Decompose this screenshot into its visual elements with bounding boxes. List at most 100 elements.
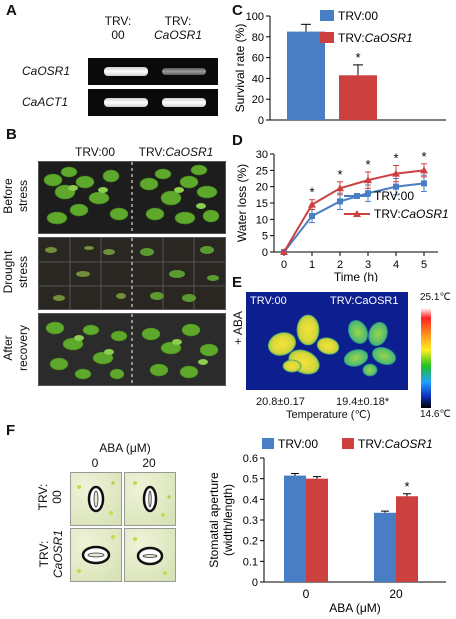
row-label-line1: Before: [1, 178, 15, 214]
data-point: [280, 248, 288, 255]
row-label-drought-stress: Drought stress: [1, 237, 35, 307]
panel-label-f: F: [6, 422, 16, 439]
header-gene: CaOSR1: [165, 145, 214, 159]
bar: [339, 75, 377, 120]
stomata-image-trv00-0: [70, 472, 122, 526]
photo-drought-stress: [38, 237, 226, 310]
y-tick-label: 0.1: [243, 556, 258, 568]
panel-label-d: D: [232, 132, 243, 149]
x-tick-label: 3: [365, 259, 371, 271]
stomata-row-label-trvcaosr1: TRV: CaOSR1: [37, 526, 67, 582]
stomata-image-trvcaosr1-20: [124, 528, 176, 582]
seedlings-drought-image: [39, 238, 225, 309]
legend-label-trv00: TRV:00: [278, 437, 318, 451]
y-axis-label: Survival rate (%): [233, 24, 247, 113]
row-label-line2: stress: [16, 256, 30, 289]
y-tick-label: 20: [256, 182, 268, 194]
bar: [284, 475, 306, 582]
legend-marker-trvcaosr1: [353, 210, 361, 217]
significance-mark: *: [421, 149, 426, 164]
aba-concentration-title: ABA (μM): [99, 441, 151, 455]
gel-band: [162, 98, 206, 107]
y-tick-label: 0.6: [243, 453, 258, 465]
temperature-value-trv00: 20.8±0.17: [256, 396, 305, 408]
bar: [374, 512, 396, 582]
gel-col1-line2: 00: [111, 28, 125, 42]
y-tick-label: 0: [252, 577, 258, 589]
stomata-col-0: 0: [91, 456, 99, 470]
legend-marker-trv00: [354, 193, 360, 199]
legend-label-trvcaosr1: TRV:CaOSR1: [338, 31, 413, 45]
gel-row-label-caosr1: CaOSR1: [22, 64, 71, 78]
x-tick-label: 1: [309, 259, 315, 271]
thermal-label-trvcaosr1: TRV:CaOSR1: [330, 295, 399, 307]
data-point: [309, 213, 315, 220]
legend-label-trvcaosr1: TRV:CaOSR1: [358, 437, 433, 451]
legend-label-trvcaosr1: TRV:CaOSR1: [374, 207, 449, 221]
data-point: [392, 169, 400, 177]
gel-col1-line1: TRV:: [104, 14, 132, 28]
y-tick-label: 0.5: [243, 474, 258, 486]
panel-label-e: E: [232, 274, 243, 291]
row-label-line1: Drought: [1, 250, 15, 294]
row-label-line2: recovery: [16, 325, 30, 372]
y-tick-label: 15: [256, 198, 268, 210]
x-axis-label: Time (h): [334, 270, 378, 282]
data-point: [336, 184, 344, 192]
y-tick-label: 10: [256, 214, 268, 226]
bar: [306, 478, 328, 582]
photo-after-recovery: [38, 313, 226, 386]
data-point: [420, 166, 428, 174]
row-label-after-recovery: After recovery: [1, 313, 35, 383]
x-tick-label: 20: [389, 587, 403, 601]
thermal-image: TRV:00 TRV:CaOSR1: [246, 292, 408, 390]
row-label-line2: 00: [50, 490, 64, 504]
data-point: [393, 183, 399, 190]
legend-swatch-trv00: [262, 438, 274, 449]
temperature-axis-label: Temperature (℃): [286, 409, 371, 421]
thermal-plants-image: [246, 292, 408, 390]
x-tick-label: 5: [421, 259, 427, 271]
photo-header-trvcaosr1: TRV:CaOSR1: [124, 145, 228, 159]
x-tick-label: 0: [281, 259, 287, 271]
y-tick-label: 60: [252, 53, 264, 65]
x-tick-label: 4: [393, 259, 399, 271]
gel-strip-caosr1: [88, 58, 218, 85]
gel-band: [104, 67, 148, 76]
data-point: [308, 200, 316, 208]
significance-mark: *: [365, 157, 370, 172]
photo-before-stress: [38, 161, 226, 234]
stoma-shape: [133, 537, 167, 575]
legend-swatch-trvcaosr1: [342, 438, 354, 449]
gel-col2-line2: CaOSR1: [153, 28, 203, 42]
significance-mark: *: [393, 150, 398, 165]
panel-label-a: A: [6, 2, 17, 19]
y-tick-label: 0.4: [243, 494, 258, 506]
scale-max-label: 25.1℃: [420, 292, 451, 303]
y-axis-label-line2: (width/length): [221, 484, 235, 556]
gel-row-label-caact1: CaACT1: [22, 95, 69, 109]
y-tick-label: 100: [246, 11, 264, 23]
significance-mark: *: [404, 479, 409, 494]
y-tick-label: 80: [252, 32, 264, 44]
data-point: [421, 180, 427, 187]
row-label-line2: CaOSR1: [51, 529, 65, 579]
y-axis-label: Water loss (%): [235, 164, 249, 242]
bar: [287, 31, 325, 121]
y-tick-label: 0: [258, 115, 264, 127]
x-tick-label: 2: [337, 259, 343, 271]
y-tick-label: 5: [262, 231, 268, 243]
photo-header-trv00: TRV:00: [74, 145, 116, 159]
row-label-before-stress: Before stress: [1, 161, 35, 231]
gel-col2-line1: TRV:: [164, 14, 192, 28]
y-tick-label: 30: [256, 149, 268, 161]
legend-swatch-trv00: [320, 10, 334, 21]
y-tick-label: 0: [262, 247, 268, 259]
y-tick-label: 40: [252, 73, 264, 85]
chart-water-loss: 0 5 10 15 20 25 30 0 1 2 3 4 5 Time (h) Water loss (%)…: [235, 149, 449, 282]
stomata-col-20: 20: [142, 456, 156, 470]
temperature-color-scale: [421, 308, 431, 408]
legend-label-trv00: TRV:00: [374, 189, 414, 203]
